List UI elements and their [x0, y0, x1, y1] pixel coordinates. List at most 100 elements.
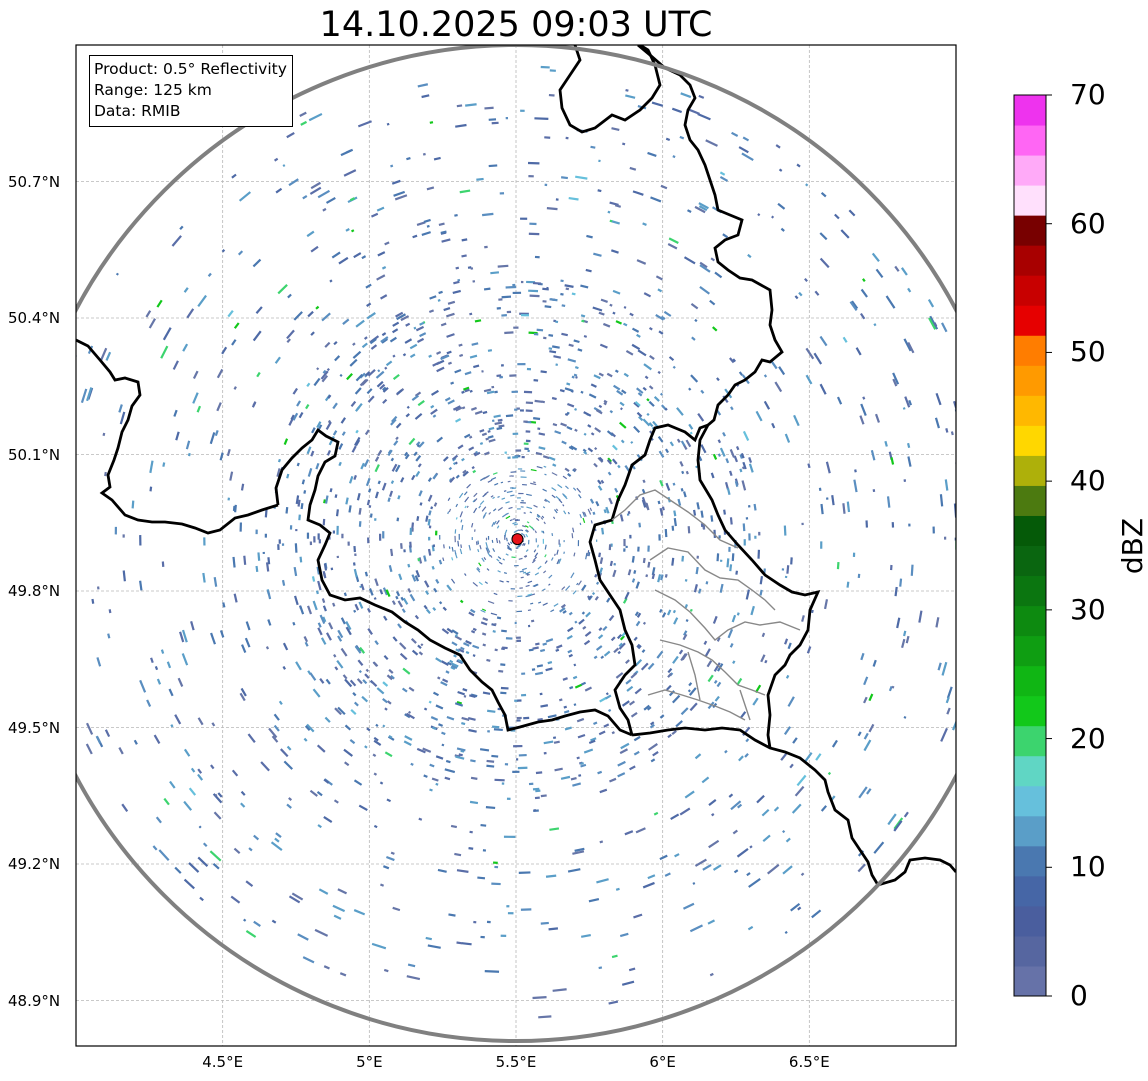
echo-pixel: [392, 636, 398, 642]
echo-pixel: [453, 654, 457, 658]
echo-pixel: [386, 798, 392, 803]
echo-pixel: [573, 339, 580, 344]
echo-pixel: [473, 507, 478, 514]
echo-pixel: [303, 490, 307, 494]
echo-pixel: [253, 920, 261, 927]
echo-pixel: [517, 699, 522, 702]
echo-pixel: [627, 569, 632, 576]
echo-pixel: [477, 876, 486, 880]
echo-pixel: [505, 414, 514, 418]
echo-pixel: [356, 678, 363, 685]
echo-pixel: [567, 473, 572, 477]
echo-pixel: [374, 518, 377, 521]
echo-pixel: [503, 835, 516, 838]
echo-pixel: [361, 255, 367, 260]
echo-pixel: [648, 422, 654, 428]
echo-pixel: [104, 729, 111, 738]
echo-pixel: [325, 196, 336, 204]
echo-pixel: [390, 851, 395, 855]
echo-pixel: [497, 707, 501, 711]
echo-pixel: [565, 585, 571, 591]
echo-pixel: [527, 449, 530, 453]
echo-pixel: [227, 497, 231, 501]
echo-pixel: [548, 574, 553, 579]
echo-pixel: [461, 721, 466, 726]
echo-pixel: [973, 514, 976, 520]
echo-pixel: [549, 827, 560, 831]
echo-pixel: [368, 488, 372, 493]
echo-pixel: [327, 394, 332, 399]
echo-pixel: [636, 333, 641, 338]
echo-pixel: [608, 708, 612, 713]
echo-pixel: [676, 438, 681, 443]
echo-pixel: [457, 278, 461, 282]
echo-pixel: [85, 743, 93, 755]
echo-pixel: [548, 333, 554, 337]
echo-pixel: [329, 488, 333, 493]
colorbar-bin: [1014, 395, 1046, 426]
echo-pixel: [280, 748, 289, 758]
echo-pixel: [468, 435, 473, 439]
echo-pixel: [381, 332, 387, 337]
echo-pixel: [470, 406, 477, 411]
echo-pixel: [432, 473, 438, 480]
echo-pixel: [516, 719, 521, 722]
echo-pixel: [716, 681, 722, 688]
echo-pixel: [908, 399, 913, 406]
echo-pixel: [630, 711, 638, 718]
echo-pixel: [485, 542, 488, 548]
echo-pixel: [438, 723, 444, 727]
echo-pixel: [636, 612, 642, 618]
echo-pixel: [491, 121, 499, 125]
echo-pixel: [345, 228, 350, 232]
colorbar-bin: [1014, 125, 1046, 156]
echo-pixel: [600, 298, 608, 303]
echo-pixel: [394, 464, 401, 473]
echo-pixel: [422, 152, 426, 156]
echo-pixel: [396, 591, 401, 597]
echo-pixel: [309, 672, 317, 681]
echo-pixel: [397, 600, 404, 608]
echo-pixel: [771, 215, 775, 219]
echo-pixel: [634, 658, 643, 667]
echo-pixel: [689, 108, 700, 115]
echo-pixel: [512, 518, 516, 520]
echo-pixel: [324, 495, 329, 504]
echo-pixel: [657, 436, 664, 443]
echo-pixel: [577, 580, 582, 586]
echo-pixel: [454, 368, 462, 374]
echo-pixel: [72, 444, 75, 450]
echo-pixel: [306, 723, 315, 733]
echo-pixel: [340, 417, 347, 424]
echo-pixel: [278, 700, 283, 705]
echo-pixel: [362, 679, 368, 685]
echo-pixel: [317, 533, 320, 540]
echo-pixel: [634, 687, 642, 695]
echo-pixel: [337, 888, 348, 895]
echo-pixel: [428, 525, 432, 529]
echo-pixel: [271, 919, 277, 924]
echo-pixel: [577, 540, 580, 547]
echo-pixel: [423, 555, 427, 562]
echo-pixel: [535, 538, 537, 543]
echo-pixel: [702, 863, 712, 871]
echo-pixel: [732, 829, 738, 835]
echo-pixel: [449, 659, 454, 664]
echo-pixel: [516, 636, 521, 639]
echo-pixel: [317, 580, 322, 591]
echo-pixel: [568, 343, 574, 348]
echo-pixel: [532, 996, 547, 1000]
echo-pixel: [327, 419, 332, 424]
echo-pixel: [119, 411, 126, 425]
echo-pixel: [703, 640, 708, 645]
echo-pixel: [301, 479, 306, 485]
echo-pixel: [491, 385, 495, 389]
echo-pixel: [593, 374, 601, 380]
echo-pixel: [482, 212, 494, 217]
echo-pixel: [593, 462, 598, 468]
echo-pixel: [521, 532, 525, 536]
echo-pixel: [513, 529, 519, 534]
echo-pixel: [683, 630, 688, 636]
echo-pixel: [787, 696, 795, 707]
echo-pixel: [197, 856, 209, 867]
